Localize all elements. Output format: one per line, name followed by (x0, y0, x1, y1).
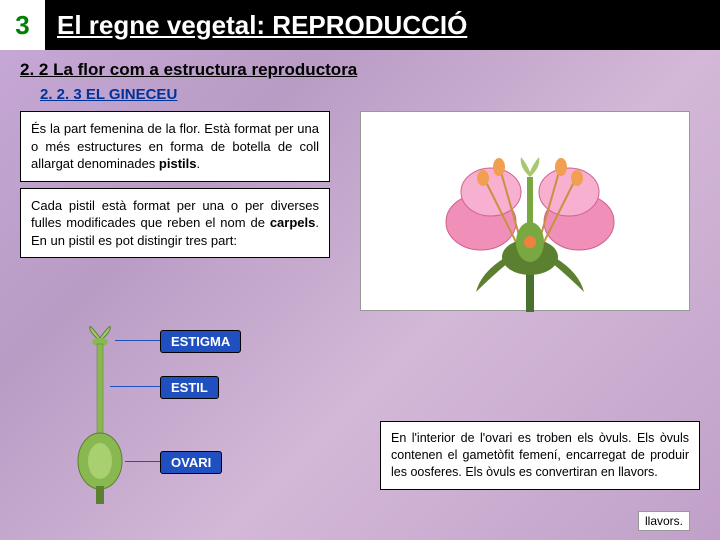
para1-period: . (197, 156, 201, 171)
llavors-fragment: llavors. (638, 511, 690, 531)
subtitle: 2. 2 La flor com a estructura reproducto… (20, 60, 700, 80)
line-estil (110, 386, 160, 387)
paragraph-2: Cada pistil està format per una o per di… (20, 188, 330, 259)
line-estigma (115, 340, 160, 341)
line-ovari (125, 461, 160, 462)
label-estil: ESTIL (160, 376, 219, 399)
bold-carpels: carpels (270, 215, 316, 230)
subsection-heading: 2. 2. 3 EL GINECEU (40, 86, 720, 103)
paragraph-1: És la part femenina de la flor. Està for… (20, 111, 330, 182)
flower-illustration (391, 122, 671, 312)
pistil-illustration (60, 326, 140, 506)
label-estigma: ESTIGMA (160, 330, 241, 353)
pistil-diagram: ESTIGMA ESTIL OVARI (60, 326, 340, 506)
page-number: 3 (0, 0, 45, 50)
flower-diagram (360, 111, 690, 311)
bold-pistils: pistils (159, 156, 197, 171)
page-title: El regne vegetal: REPRODUCCIÓ (45, 0, 720, 50)
label-ovari: OVARI (160, 451, 222, 474)
paragraph-3: En l'interior de l'ovari es troben els ò… (380, 421, 700, 490)
